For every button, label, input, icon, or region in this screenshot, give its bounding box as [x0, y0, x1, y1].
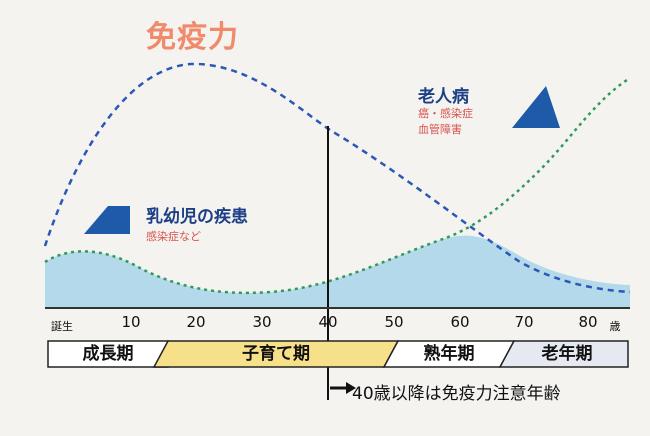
elderly-disease-label: 老人病: [418, 87, 469, 107]
age-tick: 20: [186, 313, 206, 331]
age-tick: 30: [252, 313, 272, 331]
disease-risk-curve: [44, 76, 631, 295]
age-tick: 10: [121, 313, 141, 331]
elderly-disease-sub: 癌・感染症 血管障害: [418, 106, 528, 138]
age-tick: 50: [384, 313, 404, 331]
infant-disease-sub: 感染症など: [146, 230, 201, 243]
chart-title: 免疫力: [146, 20, 239, 55]
caution-age-note: 40歳以降は免疫力注意年齢: [352, 384, 561, 404]
age-tick: 40: [318, 313, 338, 331]
stage-growth-box: [47, 340, 169, 368]
age-tick: 70: [514, 313, 534, 331]
age-tick: 80: [578, 313, 598, 331]
disease-risk-area: [45, 235, 630, 308]
stage-parenting-label: 子育て期: [242, 344, 310, 364]
stage-elderly-label: 老年期: [541, 344, 593, 364]
elderly-arrow-icon: [512, 86, 560, 128]
infant-disease-label: 乳幼児の疾患: [146, 207, 248, 227]
stage-mature-label: 熟年期: [423, 344, 475, 364]
infant-arrow-icon: [84, 206, 130, 234]
age-unit-label: 歳: [609, 320, 621, 333]
note-arrow-head-icon: [346, 382, 356, 394]
elderly-sub-line: 血管障害: [418, 123, 462, 136]
elderly-sub-line: 癌・感染症: [418, 107, 473, 120]
age-tick-birth: 誕生: [51, 320, 73, 333]
life-stage-band: [47, 340, 629, 368]
stage-growth-label: 成長期: [82, 344, 134, 364]
age-tick: 60: [450, 313, 470, 331]
immunity-curve: [43, 62, 631, 294]
stage-elderly-box: [498, 340, 629, 368]
